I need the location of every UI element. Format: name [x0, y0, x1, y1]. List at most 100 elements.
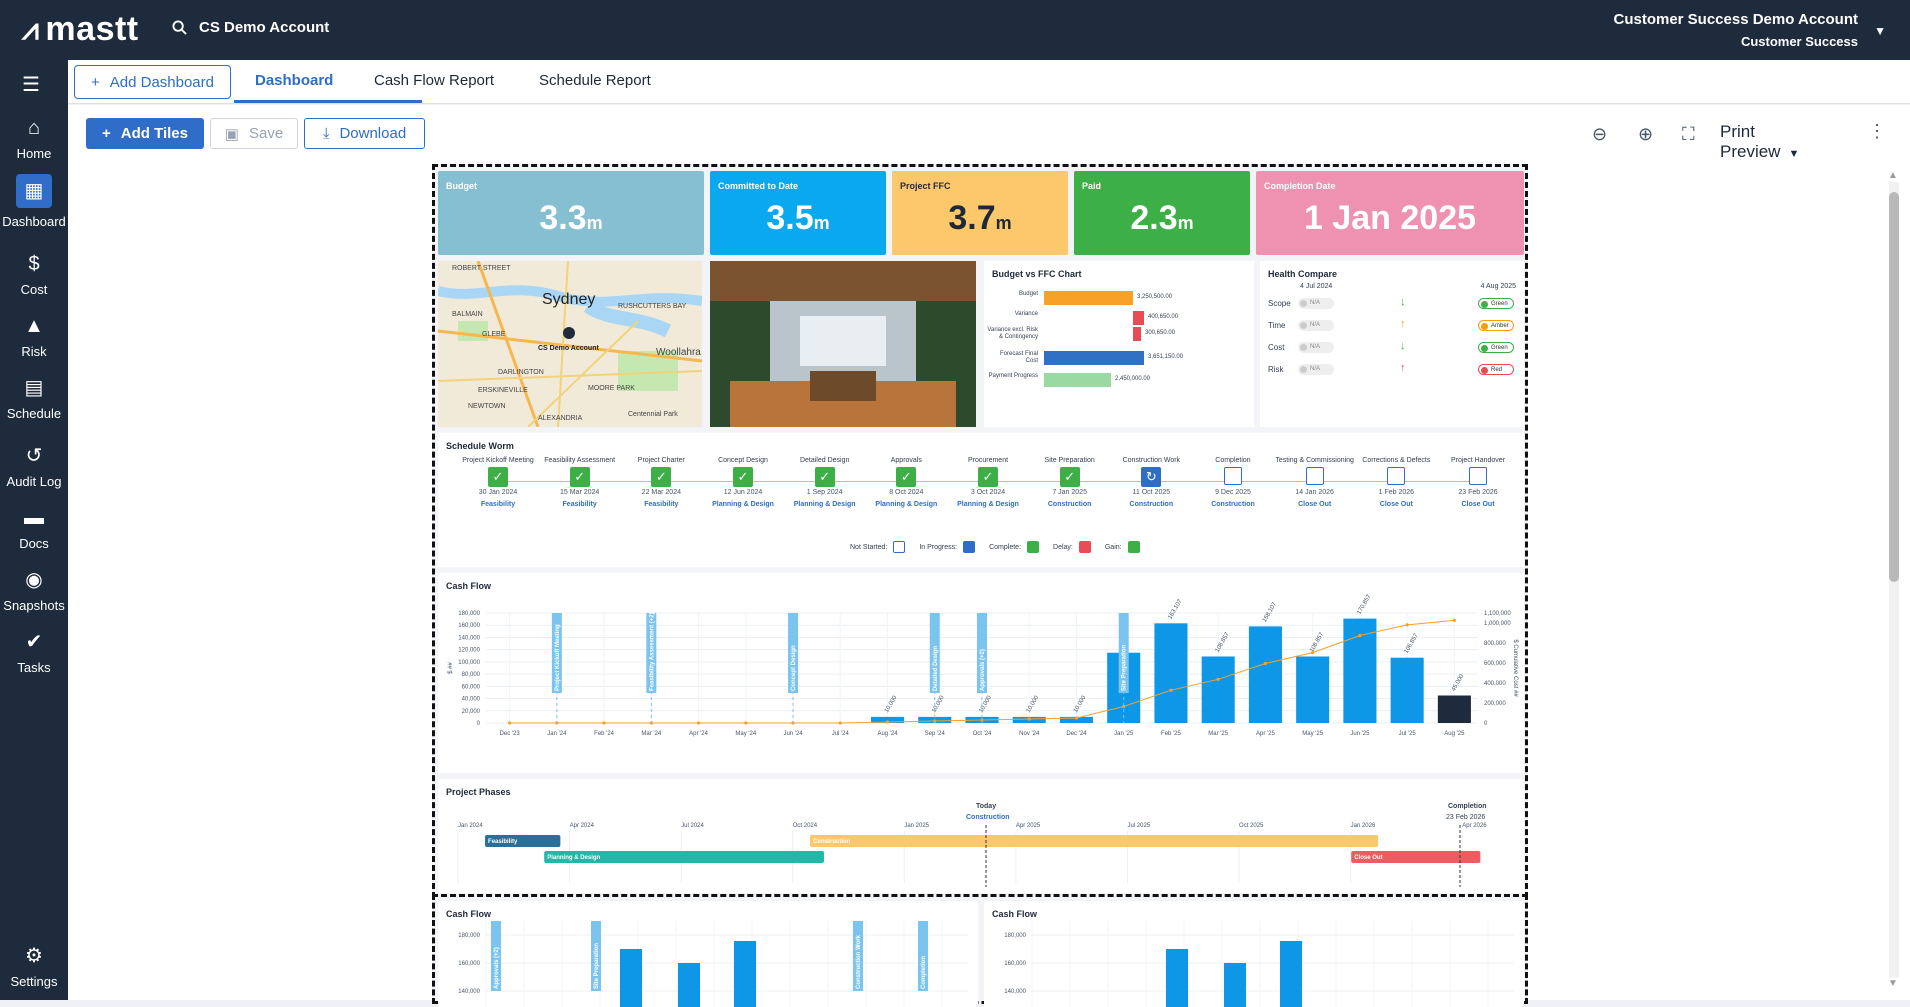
milestone[interactable]: Corrections & Defects 1 Feb 2026 Close Out [1356, 447, 1436, 508]
sidebar-item-docs[interactable]: ▬ Docs [0, 506, 68, 551]
kpi-tile-committed[interactable]: Committed to Date 3.5m [710, 171, 886, 255]
account-selector[interactable]: CS Demo Account [172, 19, 329, 36]
chevron-down-icon[interactable]: ▼ [1874, 24, 1886, 38]
sidebar-item-audit-log[interactable]: ↺ Audit Log [0, 444, 68, 489]
x-tick-label: Sep '24 [925, 731, 946, 737]
more-options-icon[interactable]: ⋮ [1868, 121, 1886, 141]
milestone-marker-label: Feasibility Assessment (+2) [649, 612, 655, 691]
print-page-2: Cash Flow 180,000 160,000 140,000 Approvals… [432, 894, 1528, 1007]
cash-flow-bar [1224, 963, 1246, 1007]
map-card[interactable]: Sydney CS Demo Account ROBERT STREET BAL… [438, 261, 702, 427]
timeline-tick-label: Jan 2026 [1351, 823, 1376, 829]
bar-data-label: 163,107 [1167, 598, 1183, 620]
cumulative-point [602, 721, 606, 725]
milestone[interactable]: Site Preparation ✓ 7 Jan 2025 Construction [1030, 447, 1110, 508]
menu-collapse-icon[interactable]: ☰ [22, 74, 40, 96]
health-compare-card[interactable]: Health Compare 4 Jul 2024 4 Aug 2025 Sco… [1260, 261, 1524, 427]
sidebar-item-label: Snapshots [3, 598, 65, 613]
milestone-phase: Planning & Design [875, 501, 938, 508]
cash-flow-card-2[interactable]: Cash Flow 180,000 160,000 140,000 Approvals… [438, 901, 978, 1007]
zoom-in-icon[interactable]: ⊕ [1638, 124, 1654, 144]
milestone-status-icon: ✓ [814, 467, 835, 487]
milestone[interactable]: Completion 9 Dec 2025 Construction [1193, 447, 1273, 508]
add-tiles-button[interactable]: + Add Tiles [86, 118, 204, 149]
print-preview-select[interactable]: Print Preview ▼ [1720, 122, 1838, 166]
toolbar: + Add Tiles ▣ Save ⤓ Download ⊖ ⊕ ⛶ Prin… [68, 105, 1910, 166]
milestone[interactable]: Procurement ✓ 3 Oct 2024 Planning & Design [948, 447, 1028, 508]
phase-bar-label: Feasibility [488, 839, 518, 845]
kpi-tile-completion-date[interactable]: Completion Date 1 Jan 2025 [1256, 171, 1524, 255]
milestone-status-icon: ✓ [733, 467, 753, 487]
milestone-marker-tag [788, 613, 799, 693]
cash-flow-card[interactable]: Cash Flow 180,000 160,000 140,000 120,000 10… [438, 573, 1524, 773]
schedule-worm-card[interactable]: Schedule Worm Project Kickoff Meeting ✓ 30… [438, 433, 1524, 567]
delay-icon [1078, 541, 1091, 553]
budget-vs-ffc-card[interactable]: Budget vs FFC Chart Budget 3,250,500.00 Va… [984, 261, 1254, 427]
y2-tick-label: 600,000 [1484, 661, 1506, 667]
active-tab-indicator [234, 100, 422, 103]
fullscreen-icon[interactable]: ⛶ [1682, 124, 1695, 144]
map-pin-label: CS Demo Account [538, 345, 599, 352]
milestone[interactable]: Feasibility Assessment ✓ 15 Mar 2024 Feasib… [540, 447, 620, 508]
sidebar-item-cost[interactable]: $ Cost [0, 252, 68, 297]
sidebar-item-schedule[interactable]: ▤ Schedule [0, 376, 68, 421]
canvas-scrollbar[interactable]: ▲ ▼ [1886, 170, 1902, 990]
dashboard-icon: ▦ [16, 174, 52, 208]
sidebar-item-tasks[interactable]: ✔ Tasks [0, 630, 68, 675]
milestone-name: Project Kickoff Meeting [462, 457, 534, 464]
plus-icon: + [101, 125, 111, 142]
milestone[interactable]: Testing & Commissioning 14 Jan 2026 Close … [1275, 447, 1355, 508]
y2-tick-label: 1,100,000 [1484, 611, 1511, 617]
sidebar-item-risk[interactable]: ▲ Risk [0, 314, 68, 359]
tab-schedule-report[interactable]: Schedule Report [539, 72, 651, 89]
cumulative-point [1169, 688, 1173, 692]
account-name: CS Demo Account [199, 19, 330, 36]
cash-flow-bar [1059, 716, 1094, 723]
scroll-up-icon[interactable]: ▲ [1888, 170, 1898, 181]
scroll-down-icon[interactable]: ▼ [1888, 978, 1898, 989]
sidebar-item-settings[interactable]: ⚙ Settings [0, 944, 68, 989]
app-logo[interactable]: ⩘ mastt [22, 10, 139, 49]
sidebar-item-snapshots[interactable]: ◉ Snapshots [0, 568, 68, 613]
milestone-status-icon: ↻ [1141, 467, 1162, 487]
milestone-marker-tag [853, 921, 863, 991]
kpi-tile-project-ffc[interactable]: Project FFC 3.7m [892, 171, 1068, 255]
milestone[interactable]: Project Kickoff Meeting ✓ 30 Jan 2024 Feasi… [458, 447, 538, 508]
milestone[interactable]: Detailed Design ✓ 1 Sep 2024 Planning & Des… [785, 447, 865, 508]
cash-flow-card-3[interactable]: Cash Flow 180,000 160,000 140,000 [984, 901, 1524, 1007]
milestone[interactable]: Construction Work ↻ 11 Oct 2025 Constructio… [1111, 447, 1191, 508]
sidebar-item-dashboard[interactable]: ▦ Dashboard [0, 174, 68, 229]
save-button[interactable]: ▣ Save [210, 118, 298, 149]
zoom-out-icon[interactable]: ⊖ [1592, 124, 1608, 144]
user-menu[interactable]: Customer Success Demo Account Customer S… [1613, 11, 1858, 49]
project-phases-card[interactable]: Project Phases Today Construction Comple… [438, 779, 1524, 893]
cumulative-point [1311, 651, 1315, 655]
kpi-tile-budget[interactable]: Budget 3.3m [438, 171, 704, 255]
cash-flow-bar [1166, 949, 1188, 1007]
project-photo-card[interactable] [710, 261, 976, 427]
health-current-pill: Green [1478, 298, 1514, 309]
milestone-marker-tag [551, 613, 562, 693]
timeline-tick-label: Apr 2025 [1016, 823, 1041, 829]
milestone[interactable]: Concept Design ✓ 12 Jun 2024 Planning & Des… [703, 447, 783, 508]
cash-flow-bar [1390, 657, 1424, 723]
milestone-date: 3 Oct 2024 [970, 489, 1006, 496]
add-dashboard-button[interactable]: + Add Dashboard [74, 65, 231, 99]
milestone-date: 30 Jan 2024 [478, 489, 518, 496]
milestone-name: Project Charter [637, 457, 685, 464]
tab-cash-flow-report[interactable]: Cash Flow Report [374, 72, 495, 89]
today-phase: Construction [966, 814, 1010, 821]
sidebar-item-home[interactable]: ⌂ Home [0, 116, 68, 161]
in-progress-icon [963, 541, 976, 553]
download-button[interactable]: ⤓ Download [304, 118, 425, 149]
milestone[interactable]: Approvals ✓ 8 Oct 2024 Planning & Design [866, 447, 946, 508]
scroll-thumb[interactable] [1889, 192, 1899, 582]
milestone[interactable]: Project Charter ✓ 22 Mar 2024 Feasibility [621, 447, 701, 508]
dashboard-tabs: + Add Dashboard Dashboard Cash Flow Repo… [68, 60, 1910, 104]
y-tick-label: 180,000 [458, 611, 480, 617]
kpi-tile-paid[interactable]: Paid 2.3m [1074, 171, 1250, 255]
timeline-tick-label: Oct 2024 [793, 823, 818, 829]
tab-dashboard[interactable]: Dashboard [255, 72, 334, 89]
milestone[interactable]: Project Handover 23 Feb 2026 Close Out [1438, 447, 1518, 508]
schedule-legend: Not Started: In Progress: Complete: Dela… [850, 541, 1140, 553]
